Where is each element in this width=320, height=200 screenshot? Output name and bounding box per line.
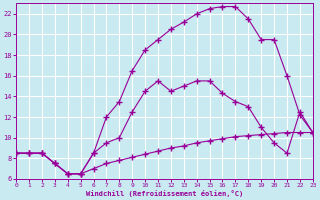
X-axis label: Windchill (Refroidissement éolien,°C): Windchill (Refroidissement éolien,°C) [86, 190, 243, 197]
